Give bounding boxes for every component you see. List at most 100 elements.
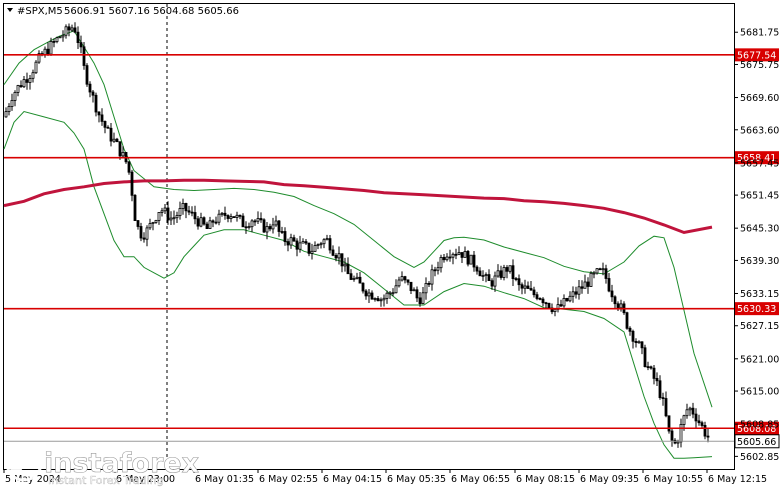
candle — [76, 26, 80, 49]
candle — [118, 141, 122, 160]
candle-body — [253, 220, 257, 223]
x-axis: 5 May 2024 6 May 23:00 6 May 01:35 6 May 02… — [3, 469, 767, 485]
candle-body — [577, 286, 581, 295]
candle-body — [4, 111, 8, 118]
level-price-tag — [735, 302, 779, 316]
candle — [376, 296, 380, 302]
candle-body — [19, 85, 23, 88]
candle — [631, 329, 635, 349]
x-tick-label: 6 May 05:35 — [387, 474, 446, 485]
candle-body — [340, 253, 344, 267]
candle-body — [241, 215, 245, 228]
candle-body — [373, 298, 377, 300]
candle — [229, 213, 233, 223]
candle-body — [196, 218, 200, 227]
candle — [583, 274, 587, 289]
candle — [595, 268, 599, 275]
candle-body — [214, 221, 218, 224]
candle-body — [382, 297, 386, 301]
candle-body — [655, 377, 659, 382]
candle — [160, 207, 164, 217]
candle-body — [325, 238, 329, 241]
candle-body — [121, 151, 125, 157]
candle-body — [520, 284, 524, 289]
candle-body — [412, 289, 416, 292]
candle — [295, 238, 299, 257]
candle — [319, 241, 323, 249]
candle — [172, 210, 176, 225]
candle-body — [442, 256, 446, 261]
candle-body — [274, 220, 278, 226]
y-tick-label: 5602.85 — [740, 452, 779, 463]
candle-body — [343, 263, 347, 267]
candle-body — [640, 341, 644, 349]
last-price-label: 5605.66 — [737, 437, 776, 448]
candle — [301, 238, 305, 244]
candle-body — [664, 398, 668, 417]
candle — [418, 292, 422, 307]
candle-body — [322, 239, 326, 245]
candle-body — [313, 245, 317, 252]
candle — [121, 146, 125, 157]
candle — [142, 232, 146, 243]
dropdown-triangle-icon[interactable] — [7, 8, 13, 12]
candle-body — [526, 285, 530, 289]
bollinger-lower-line — [3, 110, 713, 459]
candle-body — [439, 256, 443, 269]
horizontal-levels[interactable]: 5677.54 5658.41 5630.33 5608.08 5605.66 — [4, 48, 780, 449]
candle-body — [532, 289, 536, 296]
candle — [409, 281, 413, 294]
candle — [610, 284, 614, 302]
candle-body — [472, 254, 476, 268]
candle — [577, 280, 581, 300]
candle — [106, 125, 110, 129]
candle-body — [355, 276, 359, 279]
candle-body — [403, 276, 407, 281]
candle — [481, 270, 485, 281]
candle — [10, 93, 14, 111]
candle-body — [601, 268, 605, 271]
candle — [451, 252, 455, 265]
candle-body — [151, 222, 155, 225]
candle — [499, 265, 503, 280]
candle — [478, 267, 482, 277]
candle-body — [457, 252, 461, 255]
candle-body — [10, 100, 14, 107]
x-tick-label: 6 May 01:35 — [195, 474, 254, 485]
logo-brand-text: instaforex — [44, 448, 199, 479]
candle-body — [190, 211, 194, 214]
candle — [238, 214, 242, 220]
candle — [103, 120, 107, 134]
candle — [13, 90, 17, 107]
candle-body — [292, 237, 296, 242]
candle — [262, 218, 266, 233]
candle-body — [517, 278, 521, 286]
candle-body — [421, 292, 425, 304]
candle — [652, 365, 656, 385]
candle-body — [133, 194, 137, 222]
candle-body — [307, 242, 311, 254]
candle — [61, 30, 65, 42]
candle — [490, 278, 494, 290]
candle-body — [361, 282, 365, 292]
candle — [382, 294, 386, 307]
candle — [115, 137, 119, 143]
candle-body — [346, 263, 350, 275]
candle-body — [37, 53, 41, 63]
y-tick-label: 5681.75 — [740, 28, 779, 39]
candle — [544, 301, 548, 309]
candle — [265, 222, 269, 240]
candle-body — [106, 126, 110, 129]
candle — [487, 269, 491, 282]
candle-body — [139, 226, 143, 239]
candle-body — [94, 94, 98, 113]
candle — [82, 42, 86, 70]
moving-average — [3, 178, 713, 235]
candle-body — [469, 254, 473, 265]
candle — [430, 264, 434, 291]
candle — [97, 111, 101, 123]
candle — [688, 406, 692, 417]
candle-body — [460, 252, 464, 258]
candle — [697, 414, 701, 426]
